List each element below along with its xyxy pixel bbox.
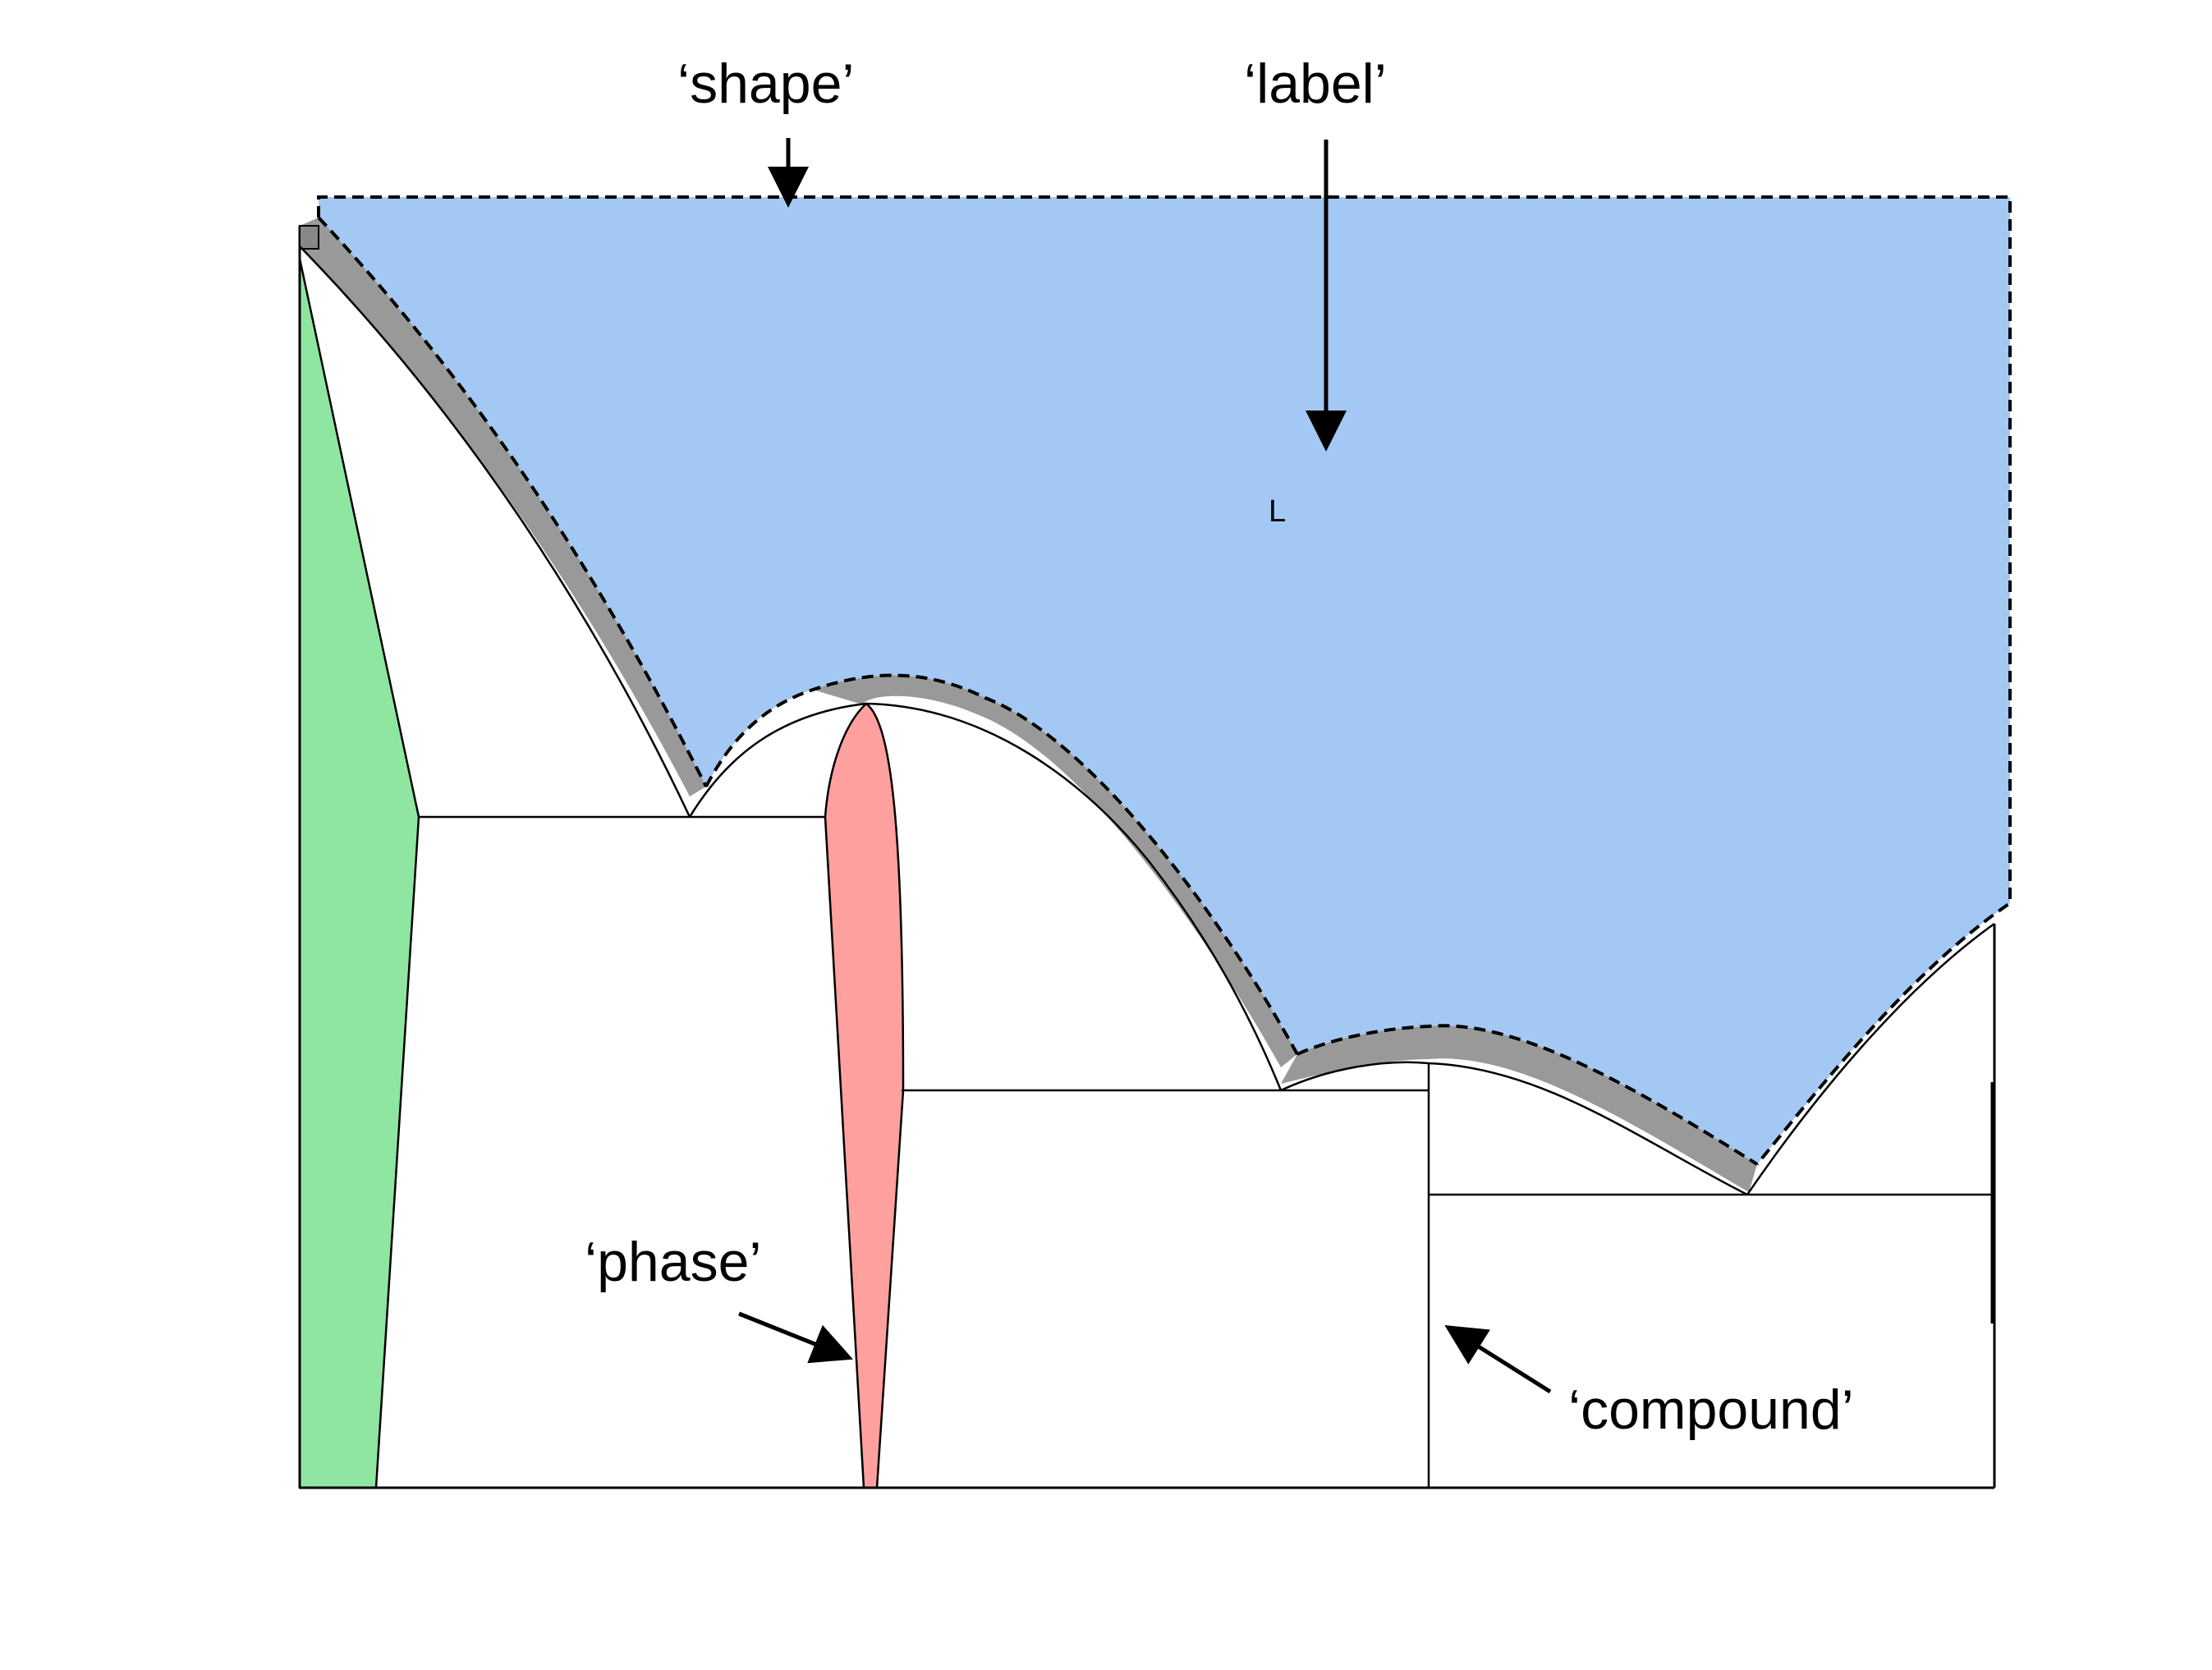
liquid-region-shape xyxy=(319,197,2010,1164)
annotation-compound: ‘compound’ xyxy=(1568,1379,1854,1441)
liquidus-compound-dome xyxy=(1280,1061,1748,1196)
top-left-cap xyxy=(299,225,319,250)
liquidus-middle xyxy=(865,702,1283,1091)
arrow-compound xyxy=(1444,1325,1552,1394)
liquidus-left xyxy=(299,245,691,818)
liquid-label: L xyxy=(1269,494,1286,529)
annotation-phase: ‘phase’ xyxy=(585,1231,762,1293)
annotation-shape: ‘shape’ xyxy=(677,53,855,115)
liquidus-left-rise xyxy=(688,702,867,818)
liquidus-shadow-left xyxy=(300,218,706,796)
liquidus-right xyxy=(1746,922,1995,1195)
left-solid-phase xyxy=(298,258,420,1489)
middle-phase xyxy=(824,702,905,1489)
liquidus-shadow-middle xyxy=(813,675,1297,1067)
annotation-label: ‘label’ xyxy=(1244,53,1387,115)
arrow-phase xyxy=(738,1311,853,1364)
liquidus-shadow-right xyxy=(1281,1025,1757,1192)
shape-outline xyxy=(317,195,2012,1166)
